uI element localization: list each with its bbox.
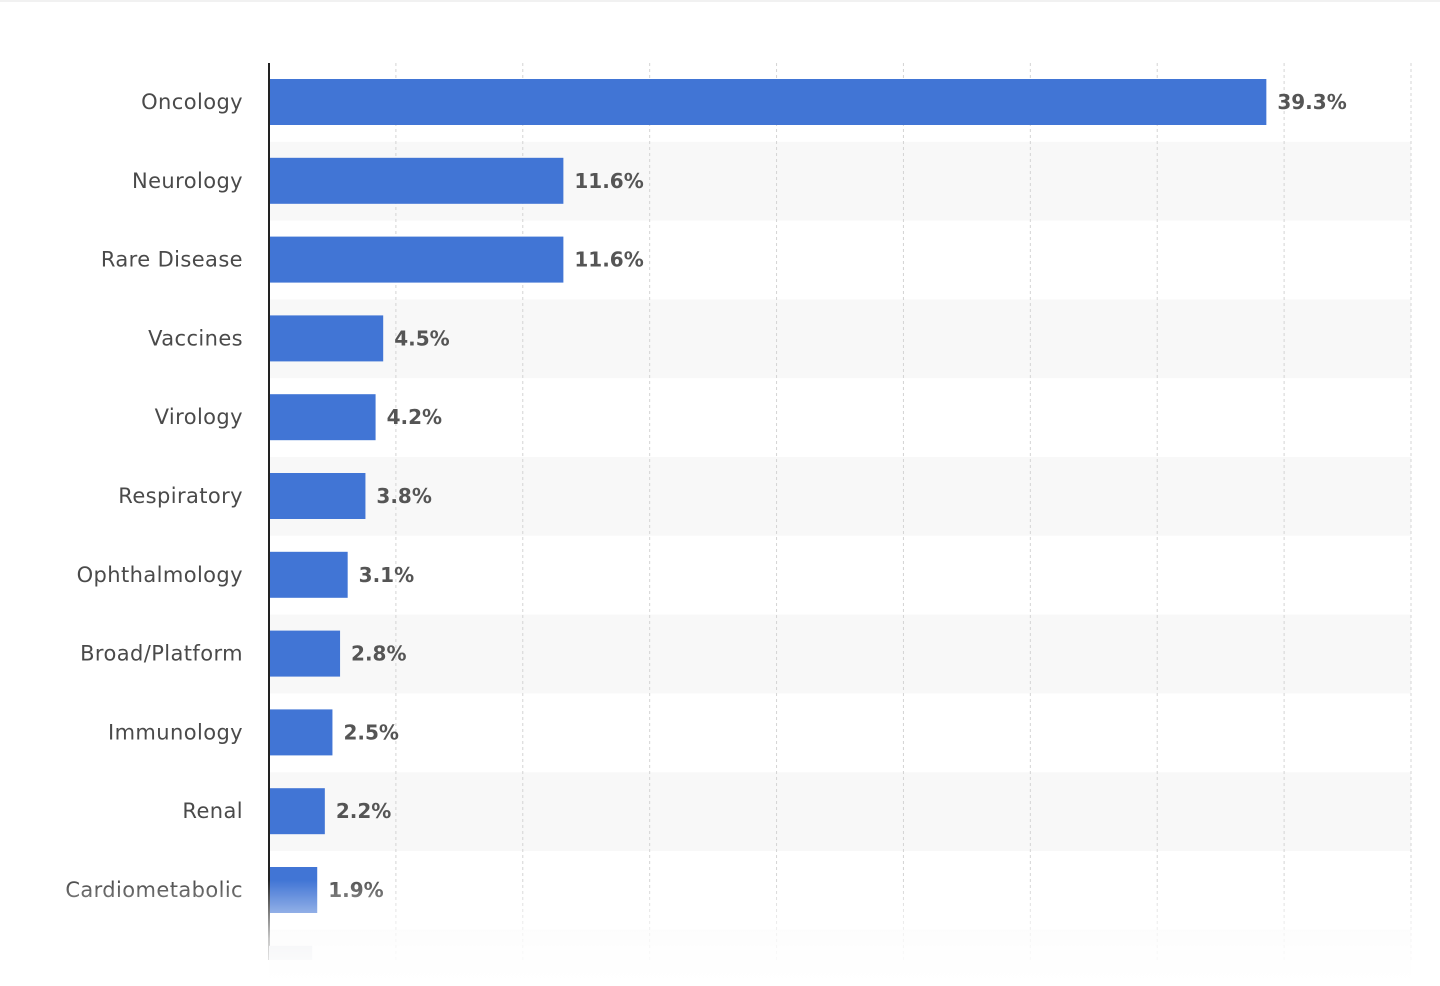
category-label: Respiratory bbox=[118, 484, 243, 508]
value-label: 4.5% bbox=[394, 326, 449, 350]
bar[interactable] bbox=[269, 394, 376, 441]
row-band bbox=[269, 614, 1411, 694]
bar[interactable] bbox=[269, 709, 333, 756]
category-label: Neurology bbox=[132, 169, 243, 193]
bar[interactable] bbox=[269, 157, 564, 204]
row-band bbox=[269, 299, 1411, 379]
value-label: 39.3% bbox=[1277, 90, 1346, 114]
category-label: Cardiometabolic bbox=[65, 878, 243, 902]
partial-next-bar bbox=[269, 945, 313, 960]
category-label: Rare Disease bbox=[101, 248, 243, 272]
value-label: 3.8% bbox=[376, 484, 431, 508]
value-label: 2.8% bbox=[351, 642, 406, 666]
value-label: 4.2% bbox=[387, 405, 442, 429]
row-band bbox=[269, 929, 1411, 986]
category-labels: Oncology Neurology Rare Disease Vaccines Vir… bbox=[65, 90, 243, 902]
bar[interactable] bbox=[269, 473, 366, 519]
bar[interactable] bbox=[269, 79, 1267, 125]
value-label: 2.5% bbox=[343, 720, 398, 744]
bar[interactable] bbox=[269, 236, 564, 283]
bar[interactable] bbox=[269, 551, 348, 598]
value-label: 11.6% bbox=[574, 248, 643, 272]
category-label: Oncology bbox=[141, 90, 243, 114]
row-band bbox=[269, 457, 1411, 536]
category-label: Broad/Platform bbox=[80, 642, 243, 666]
category-label: Virology bbox=[155, 405, 243, 429]
bar[interactable] bbox=[269, 788, 325, 835]
top-divider bbox=[0, 0, 1440, 2]
value-label: 11.6% bbox=[574, 169, 643, 193]
value-label: 3.1% bbox=[359, 563, 414, 587]
bar[interactable] bbox=[269, 867, 318, 913]
category-label: Renal bbox=[182, 799, 243, 823]
category-label: Vaccines bbox=[148, 326, 243, 350]
value-label: 1.9% bbox=[328, 878, 383, 902]
bar[interactable] bbox=[269, 315, 384, 362]
category-label: Ophthalmology bbox=[77, 563, 243, 587]
bars bbox=[269, 79, 1267, 913]
row-band bbox=[269, 772, 1411, 851]
bar[interactable] bbox=[269, 630, 341, 677]
value-label: 2.2% bbox=[336, 799, 391, 823]
category-label: Immunology bbox=[108, 720, 243, 744]
